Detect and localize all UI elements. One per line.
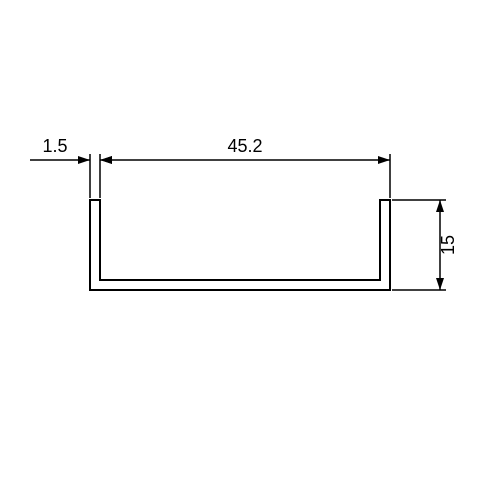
- arrowhead: [100, 156, 112, 164]
- arrowhead: [436, 200, 444, 212]
- arrowhead: [436, 278, 444, 290]
- arrowhead: [378, 156, 390, 164]
- dim-label-width: 45.2: [227, 136, 262, 156]
- dim-label-thickness: 1.5: [42, 136, 67, 156]
- technical-drawing: 45.2 1.5 15: [0, 0, 500, 500]
- arrowhead: [78, 156, 90, 164]
- dim-label-height: 15: [438, 235, 458, 255]
- u-channel-profile: [90, 200, 390, 290]
